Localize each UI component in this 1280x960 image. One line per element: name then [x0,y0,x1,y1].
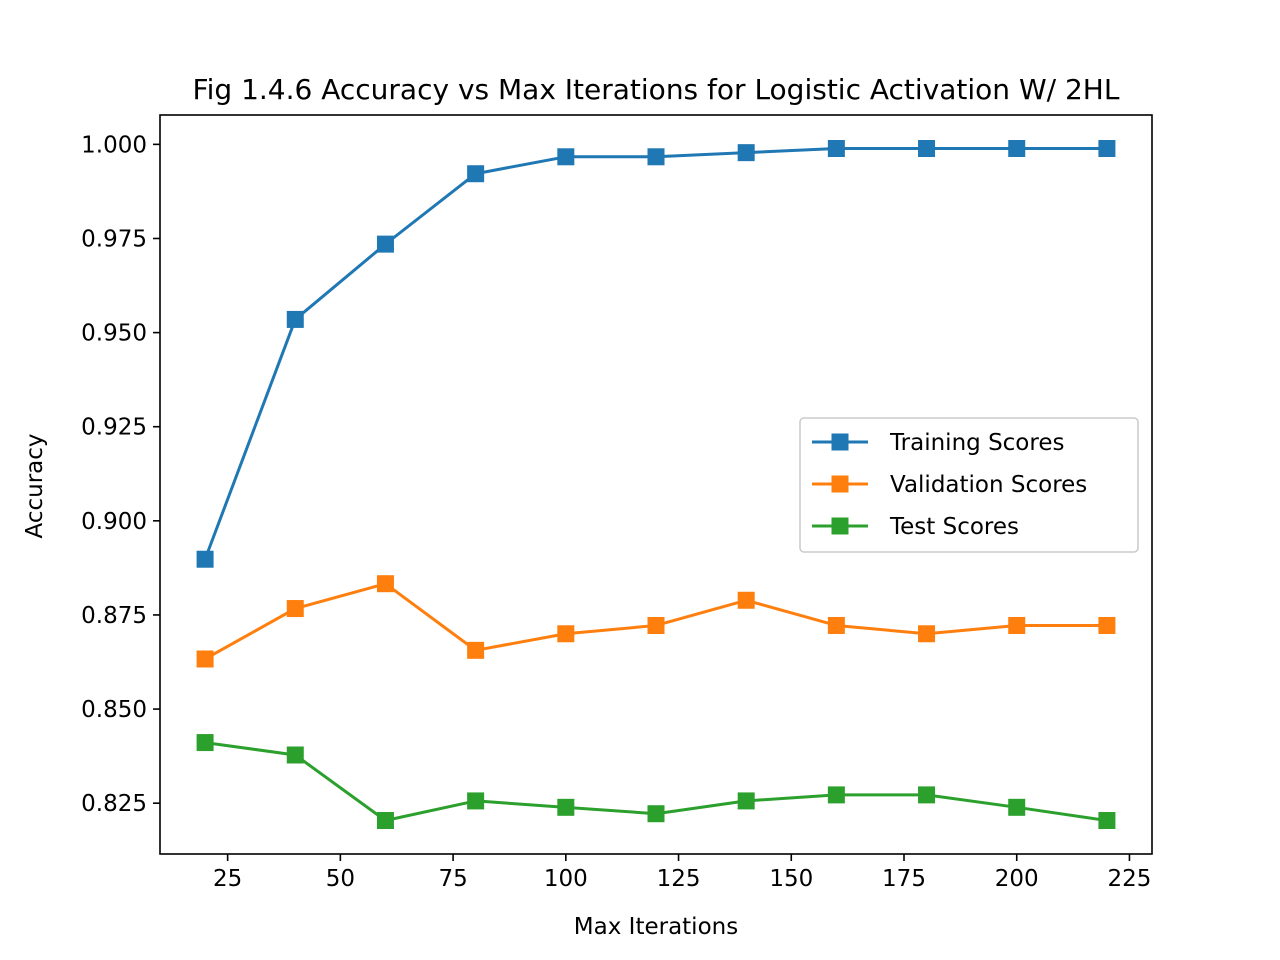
series-1 [196,140,1116,568]
legend-label: Validation Scores [890,472,1087,498]
y-axis-label: Accuracy [22,433,48,538]
data-point [467,165,485,183]
data-point [1008,140,1026,158]
y-tick-label: 0.925 [81,415,147,441]
x-tick-label: 175 [882,866,926,892]
data-point [557,148,575,166]
y-axis: 0.825 0.850 0.875 0.900 0.925 0.950 0.975 1.000 [81,132,160,817]
legend-frame [799,417,1139,553]
data-point [196,650,214,668]
legend-marker [831,433,849,451]
data-point [918,786,936,804]
data-point [286,600,304,618]
x-tick-label: 150 [769,866,813,892]
data-point [196,734,214,752]
legend-entry: Training Scores [812,430,1064,456]
y-tick-label: 0.950 [81,321,147,347]
y-tick-label: 0.900 [81,509,147,535]
data-point [1098,616,1116,634]
legend-entry: Test Scores [812,514,1019,540]
series-layer [196,140,1116,829]
legend: Training Scores Validation Scores Test Sco… [799,417,1139,553]
data-point [467,641,485,659]
data-point [737,144,755,162]
data-point [918,140,936,158]
series-3 [196,734,1116,829]
data-point [737,591,755,609]
data-point [918,625,936,643]
data-point [647,805,665,823]
x-tick-label: 225 [1108,866,1152,892]
series-2 [196,575,1116,668]
y-tick-label: 0.875 [81,603,147,629]
x-tick-label: 75 [438,866,467,892]
legend-label: Test Scores [889,514,1019,540]
y-tick-label: 1.000 [81,132,147,158]
legend-entry: Validation Scores [812,472,1087,498]
data-point [286,746,304,764]
data-point [467,792,485,810]
data-point [647,616,665,634]
y-tick-label: 0.975 [81,226,147,252]
data-point [827,616,845,634]
data-point [376,811,394,829]
data-point [557,625,575,643]
legend-marker [831,475,849,493]
data-point [1098,140,1116,158]
data-point [286,310,304,328]
data-point [647,148,665,166]
y-tick-label: 0.850 [81,697,147,723]
data-point [827,786,845,804]
x-axis: 25 50 75 100 125 150 175 200 225 [213,854,1151,892]
x-tick-label: 200 [995,866,1039,892]
data-point [1008,616,1026,634]
chart-title: Fig 1.4.6 Accuracy vs Max Iterations for… [193,73,1120,106]
data-point [827,140,845,158]
data-point [1098,811,1116,829]
x-tick-label: 100 [544,866,588,892]
data-point [376,575,394,593]
x-axis-label: Max Iterations [574,914,738,940]
legend-marker [831,517,849,535]
x-tick-label: 25 [213,866,242,892]
y-tick-label: 0.825 [81,791,147,817]
data-point [557,798,575,816]
x-tick-label: 125 [657,866,701,892]
data-point [376,235,394,253]
legend-label: Training Scores [889,430,1064,456]
data-point [737,792,755,810]
data-point [196,550,214,568]
data-point [1008,798,1026,816]
x-tick-label: 50 [326,866,355,892]
